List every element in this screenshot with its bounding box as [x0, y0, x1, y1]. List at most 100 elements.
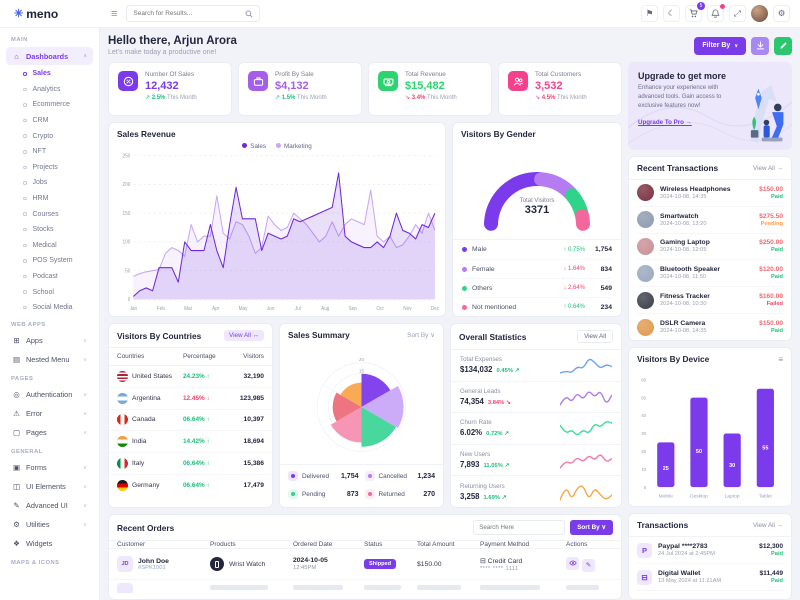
sidebar-item-authentication[interactable]: ◎ Authentication ∨	[6, 386, 93, 404]
sidebar-item-apps[interactable]: ⊞ Apps ∨	[6, 332, 93, 350]
stat-row-general-leads: General Leads 74,354 3.84% ↘	[451, 382, 621, 413]
transaction-amount: $250.00	[759, 239, 783, 247]
countries-view-all-button[interactable]: View All ↔	[224, 330, 264, 341]
sidebar-subitem-label: Ecommerce	[32, 101, 70, 109]
sidebar-subitem-courses[interactable]: Courses	[0, 206, 99, 222]
customer-cell: JD John Doe #SPK1001	[117, 556, 210, 572]
sidebar-subitem-jobs[interactable]: Jobs	[0, 175, 99, 191]
sidebar-item-advanced-ui[interactable]: ✎ Advanced UI ∨	[6, 497, 93, 515]
hamburger-menu-icon[interactable]: ≡	[111, 7, 118, 20]
sidebar-subitem-analytics[interactable]: Analytics	[0, 82, 99, 98]
sidebar-item-widgets[interactable]: ❖ Widgets	[6, 535, 93, 553]
app-logo[interactable]: ✳ meno	[0, 7, 100, 21]
search-input[interactable]	[133, 10, 242, 17]
transaction-item[interactable]: Fitness Tracker 2024-10-08, 10:30 $160.00 F…	[637, 287, 783, 314]
payment-card-number: **** **** 1111	[480, 565, 519, 572]
transaction-item[interactable]: Gaming Laptop 2024-10-08, 12:05 $250.00 Pai…	[637, 234, 783, 261]
transaction-item[interactable]: Wireless Headphones 2024-10-08, 14:35 $150…	[637, 180, 783, 207]
download-button[interactable]	[751, 36, 769, 55]
statistics-view-all-button[interactable]: View All	[577, 330, 613, 343]
wallet-info: Digital Wallet 13 May 2024 at 11:21AM	[658, 570, 721, 584]
stat-line: 74,354 3.84% ↘	[460, 397, 511, 406]
edit-button[interactable]	[774, 36, 792, 55]
sidebar-subitem-medical[interactable]: Medical	[0, 238, 99, 254]
sidebar-subitem-projects[interactable]: Projects	[0, 160, 99, 176]
bullet-icon	[23, 134, 27, 138]
transactions-view-all[interactable]: View All →	[753, 521, 783, 529]
recent-transactions-card: Recent Transactions View All → Wireless …	[628, 156, 792, 341]
wallet-transaction-item[interactable]: P Paypal ****2783 24 Jul 2024 at 2:45PM $12…	[637, 537, 783, 564]
notifications-icon[interactable]	[707, 4, 725, 22]
sidebar-item-ui-elements[interactable]: ◫ UI Elements ∨	[6, 478, 93, 496]
sidebar-subitem-podcast[interactable]: Podcast	[0, 269, 99, 285]
stat-cards-row: Number Of Sales 12,432 ↗ 2.5% This Month Pr…	[108, 62, 622, 116]
sidebar-subitem-sales[interactable]: Sales	[0, 66, 99, 82]
sidebar-item-utilities[interactable]: ⚙ Utilities ∨	[6, 516, 93, 534]
sidebar-subitem-nft[interactable]: NFT	[0, 144, 99, 160]
sparkline-chart	[560, 421, 612, 436]
recent-transactions-view-all[interactable]: View All →	[753, 164, 783, 172]
wallet-transaction-item[interactable]: ⊟ Digital Wallet 13 May 2024 at 11:21AM $11…	[637, 564, 783, 591]
sidebar-item-error[interactable]: ⚠ Error ∨	[6, 405, 93, 423]
sidebar-item-label: Nested Menu	[26, 355, 70, 364]
wallet-status: Paid	[770, 578, 783, 584]
sidebar-item-forms[interactable]: ▣ Forms ∨	[6, 459, 93, 477]
fullscreen-icon[interactable]: ⤢	[729, 5, 746, 22]
stat-info: New Users 7,893 11.05% ↗	[460, 451, 509, 469]
svg-text:Laptop: Laptop	[725, 493, 740, 499]
gender-row-not-mentioned: Not mentioned ↑ 0.64% 234	[462, 297, 612, 316]
stat-info: Returning Users 3,258 1.69% ↗	[460, 483, 506, 501]
device-chart-area: 0 10 20 30 40 50 60 25 Mobile 50 Desktop 30 Laptop 55…	[629, 370, 791, 506]
stat-info: Churn Rate 6.02% 0.72% ↗	[460, 419, 509, 437]
recent-orders-card: Recent Orders Sort By ∨ Customer Products…	[108, 514, 622, 600]
customer-name: John Doe	[138, 557, 169, 565]
sidebar-subitem-school[interactable]: School	[0, 284, 99, 300]
chart-menu-icon[interactable]: ≡	[778, 354, 783, 364]
user-avatar[interactable]	[751, 5, 768, 22]
sales-summary-sort-by[interactable]: Sort By ∨	[407, 332, 435, 339]
settings-icon[interactable]: ⚙	[773, 5, 790, 22]
svg-text:Mar: Mar	[184, 306, 192, 312]
sidebar-subitem-hrm[interactable]: HRM	[0, 191, 99, 207]
summary-legend-pending: Pending 873	[288, 486, 359, 502]
flag-in-icon	[117, 436, 128, 448]
product-name: Bluetooth Speaker	[660, 266, 721, 274]
language-icon[interactable]: ⚑	[641, 5, 658, 22]
sidebar-subitem-ecommerce[interactable]: Ecommerce	[0, 97, 99, 113]
gender-gauge-chart	[484, 171, 590, 231]
order-column-products: Products	[210, 541, 236, 548]
sidebar-subitem-stocks[interactable]: Stocks	[0, 222, 99, 238]
upgrade-to-pro-link[interactable]: Upgrade To Pro →	[638, 119, 692, 126]
transaction-item[interactable]: DSLR Camera 2024-10-08, 14:35 $150.00 Paid	[637, 314, 783, 340]
search-icon	[245, 10, 253, 18]
transaction-item[interactable]: Bluetooth Speaker 2024-10-08, 11:50 $120.0…	[637, 260, 783, 288]
sparkline-chart	[560, 359, 612, 374]
legend-swatch-icon	[288, 489, 298, 499]
orders-search-input[interactable]	[473, 520, 566, 535]
sidebar-subitem-social-media[interactable]: Social Media	[0, 300, 99, 316]
wallet-status: Paid	[770, 551, 783, 557]
transaction-item[interactable]: Smartwatch 2024-10-08, 13:20 $275.50 Pendin…	[637, 207, 783, 234]
edit-order-button[interactable]: ✎	[582, 558, 595, 572]
sidebar-item-dashboards[interactable]: ⌂ Dashboards ∧	[6, 47, 93, 65]
view-order-button[interactable]	[566, 556, 579, 570]
filter-by-button[interactable]: Filter By ∨	[694, 36, 746, 55]
dark-mode-icon[interactable]: ☾	[663, 5, 680, 22]
stat-card-body: Number Of Sales 12,432 ↗ 2.5% This Month	[145, 71, 197, 101]
stat-row-churn-rate: Churn Rate 6.02% 0.72% ↗	[451, 413, 621, 445]
sidebar-item-nested-menu[interactable]: ▤ Nested Menu ∨	[6, 351, 93, 369]
stat-value: 3,258	[460, 491, 480, 501]
stat-delta: 11.05% ↗	[483, 462, 510, 469]
sidebar-subitem-crm[interactable]: CRM	[0, 113, 99, 129]
cart-icon[interactable]: 5	[685, 2, 705, 22]
sidebar-subitem-pos-system[interactable]: POS System	[0, 253, 99, 269]
sidebar-item-pages[interactable]: ▢ Pages ∨	[6, 424, 93, 442]
svg-text:Nov: Nov	[403, 306, 412, 312]
orders-sort-by-button[interactable]: Sort By ∨	[570, 520, 613, 535]
bullet-icon	[23, 118, 27, 123]
product-image	[637, 264, 654, 282]
bell-glyph	[711, 9, 720, 18]
sidebar-subitem-crypto[interactable]: Crypto	[0, 128, 99, 144]
svg-text:30: 30	[729, 463, 735, 469]
transactions-title: Transactions	[637, 520, 689, 530]
